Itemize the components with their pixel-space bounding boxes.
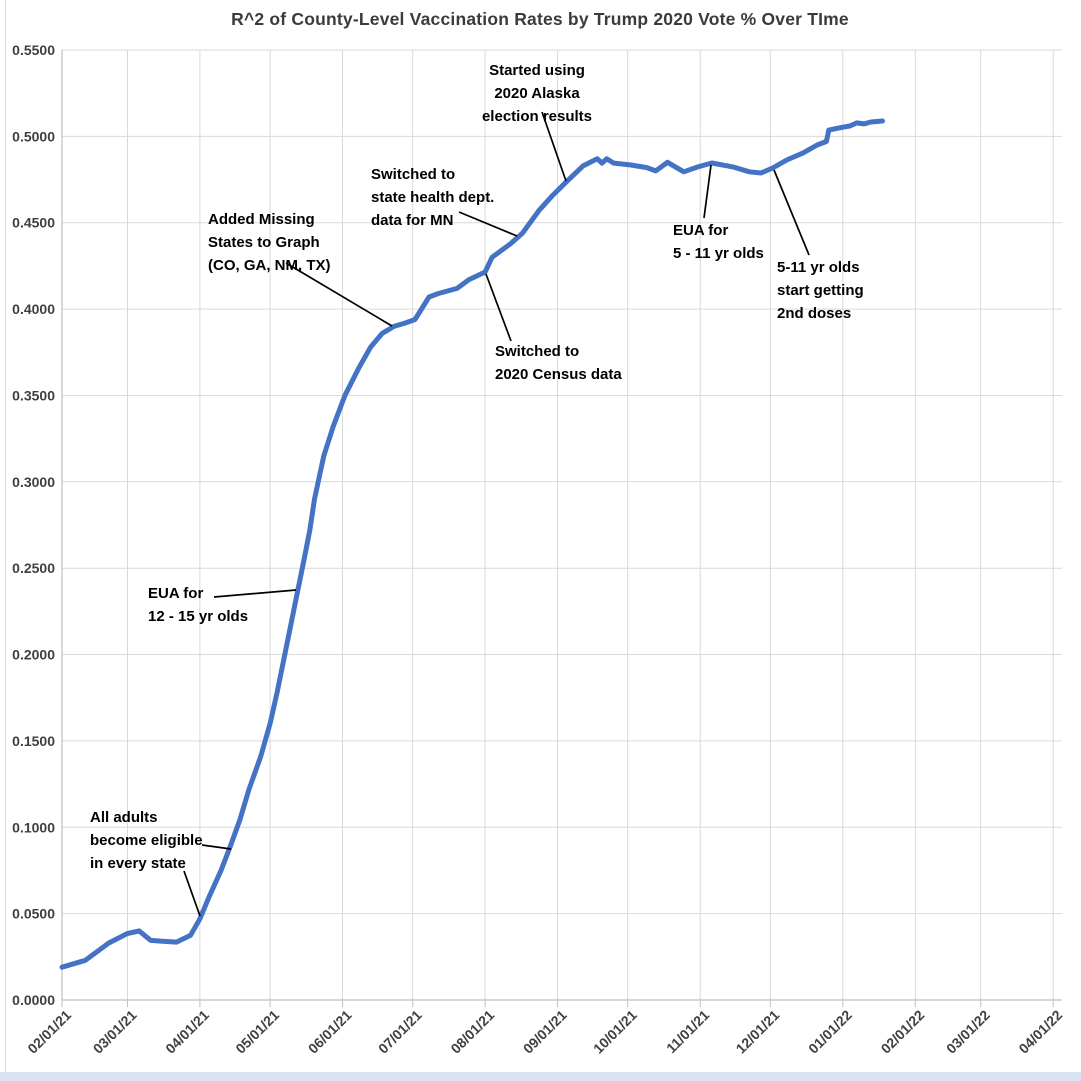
x-axis-tick-label: 12/01/21 xyxy=(733,1007,783,1057)
x-axis-tick-label: 01/01/22 xyxy=(805,1007,855,1057)
x-axis-tick-label: 09/01/21 xyxy=(520,1007,570,1057)
y-axis-tick-label: 0.4000 xyxy=(12,301,55,317)
annotation-text: EUA for 12 - 15 yr olds xyxy=(148,585,248,625)
annotation-alaska-2020-results: Started using 2020 Alaska election results xyxy=(482,62,592,182)
x-axis-tick-label: 03/01/21 xyxy=(90,1007,140,1057)
annotation-text: 5-11 yr olds start getting 2nd doses xyxy=(777,259,864,322)
x-axis-tick-label: 03/01/22 xyxy=(943,1007,993,1057)
y-axis-tick-label: 0.0000 xyxy=(12,992,55,1008)
chart-edge-line xyxy=(5,0,6,1072)
chart-title: R^2 of County-Level Vaccination Rates by… xyxy=(231,9,849,29)
y-axis-tick-label: 0.2500 xyxy=(12,560,55,576)
annotation-text: Added Missing States to Graph (CO, GA, NM,… xyxy=(208,211,331,274)
y-axis-tick-label: 0.3500 xyxy=(12,388,55,404)
bottom-strip xyxy=(0,1072,1081,1081)
x-axis-tick-label: 06/01/21 xyxy=(305,1007,355,1057)
y-axis-tick-label: 0.3000 xyxy=(12,474,55,490)
gridlines-vertical xyxy=(61,50,1054,1000)
annotation-text: Started using 2020 Alaska election results xyxy=(482,62,592,125)
annotation-leader-line xyxy=(201,844,232,850)
axis-ticks xyxy=(61,1000,1054,1007)
y-axis-tick-label: 0.1500 xyxy=(12,733,55,749)
annotation-leader-line xyxy=(458,211,518,237)
annotation-eua-12-15: EUA for 12 - 15 yr olds xyxy=(148,585,297,625)
x-axis-tick-label: 11/01/21 xyxy=(663,1007,712,1056)
x-axis-tick-label: 07/01/21 xyxy=(375,1007,425,1057)
x-axis-tick-label: 02/01/22 xyxy=(878,1007,928,1057)
y-axis-tick-label: 0.2000 xyxy=(12,647,55,663)
axis-lines xyxy=(61,50,1062,1001)
series-line xyxy=(59,118,885,970)
y-axis-tick-label: 0.5500 xyxy=(12,42,55,58)
y-axis-tick-label: 0.4500 xyxy=(12,215,55,231)
y-axis-tick-label: 0.0500 xyxy=(12,906,55,922)
annotation-leader-line xyxy=(183,870,201,917)
annotation-text: Switched to 2020 Census data xyxy=(495,343,622,383)
x-axis-labels: 02/01/21 03/01/21 04/01/21 05/01/21 06/01/21… xyxy=(24,1007,1065,1057)
annotation-mn-health-dept: Switched to state health dept. data for MN xyxy=(371,166,518,237)
x-axis-tick-label: 08/01/21 xyxy=(447,1007,497,1057)
x-axis-tick-label: 04/01/22 xyxy=(1015,1007,1065,1057)
annotation-all-adults-eligible: All adults become eligible in every state xyxy=(90,809,232,917)
annotation-leader-line xyxy=(773,169,810,256)
annotation-leader-line xyxy=(485,273,512,342)
x-axis-tick-label: 10/01/21 xyxy=(590,1007,640,1057)
annotation-text: Switched to state health dept. data for MN xyxy=(371,166,494,229)
annotation-eua-5-11: EUA for 5 - 11 yr olds xyxy=(673,164,764,262)
annotation-added-missing-states: Added Missing States to Graph (CO, GA, NM,… xyxy=(208,211,393,327)
x-axis-tick-label: 05/01/21 xyxy=(232,1007,282,1057)
annotation-census-2020: Switched to 2020 Census data xyxy=(485,273,622,383)
annotation-leader-line xyxy=(213,589,297,598)
y-axis-tick-label: 0.1000 xyxy=(12,819,55,835)
annotation-leader-line xyxy=(541,111,567,182)
annotation-text: All adults become eligible in every state xyxy=(90,809,203,872)
y-axis-tick-label: 0.5000 xyxy=(12,128,55,144)
annotation-second-doses-5-11: 5-11 yr olds start getting 2nd doses xyxy=(773,169,864,322)
annotation-text: EUA for 5 - 11 yr olds xyxy=(673,222,764,262)
y-axis-labels: 0.5500 0.5000 0.4500 0.4000 0.3500 0.3000 0.25… xyxy=(12,42,55,1008)
annotation-leader-line xyxy=(703,164,712,219)
annotation-leader-line xyxy=(285,262,393,327)
x-axis-tick-label: 02/01/21 xyxy=(24,1007,74,1057)
gridlines-horizontal xyxy=(62,49,1062,1001)
x-axis-tick-label: 04/01/21 xyxy=(162,1007,212,1057)
